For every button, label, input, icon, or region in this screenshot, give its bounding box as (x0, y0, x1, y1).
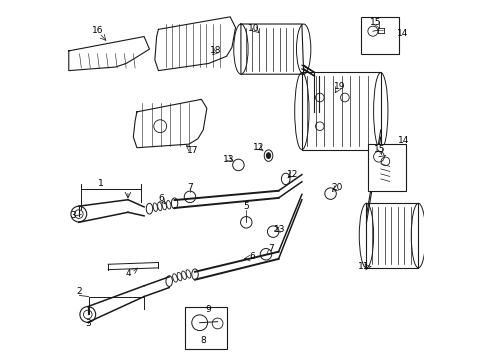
Text: 12: 12 (253, 143, 264, 152)
Text: 10: 10 (248, 24, 260, 33)
Text: 14: 14 (396, 29, 407, 38)
Bar (360, 17, 398, 54)
Text: 15: 15 (373, 145, 385, 154)
Text: 16: 16 (92, 26, 103, 35)
Text: 5: 5 (243, 202, 249, 211)
Polygon shape (366, 203, 418, 268)
Text: 6: 6 (158, 194, 164, 203)
Text: 17: 17 (186, 146, 198, 155)
Text: 8: 8 (200, 336, 206, 345)
Text: 7: 7 (187, 183, 192, 192)
Text: 18: 18 (210, 46, 221, 55)
Text: 9: 9 (204, 305, 210, 314)
Text: 20: 20 (331, 183, 342, 192)
Text: 1: 1 (98, 179, 104, 188)
Text: 11: 11 (357, 262, 368, 271)
Polygon shape (69, 37, 149, 71)
Bar (185, 307, 226, 348)
Text: 3: 3 (70, 211, 76, 220)
Text: 19: 19 (333, 82, 345, 91)
Text: 15: 15 (369, 18, 381, 27)
Polygon shape (301, 72, 380, 149)
Text: 3: 3 (85, 319, 90, 328)
Text: 13: 13 (273, 225, 285, 234)
Text: 7: 7 (268, 244, 274, 253)
Polygon shape (241, 24, 303, 74)
Polygon shape (133, 99, 206, 148)
Text: 14: 14 (397, 136, 408, 145)
Text: 2: 2 (77, 287, 82, 296)
Text: 13: 13 (222, 155, 234, 164)
Ellipse shape (266, 153, 270, 158)
Text: 12: 12 (286, 170, 298, 179)
Bar (367, 144, 405, 191)
Polygon shape (155, 17, 235, 71)
Text: 4: 4 (125, 269, 130, 278)
Text: 6: 6 (249, 252, 255, 261)
